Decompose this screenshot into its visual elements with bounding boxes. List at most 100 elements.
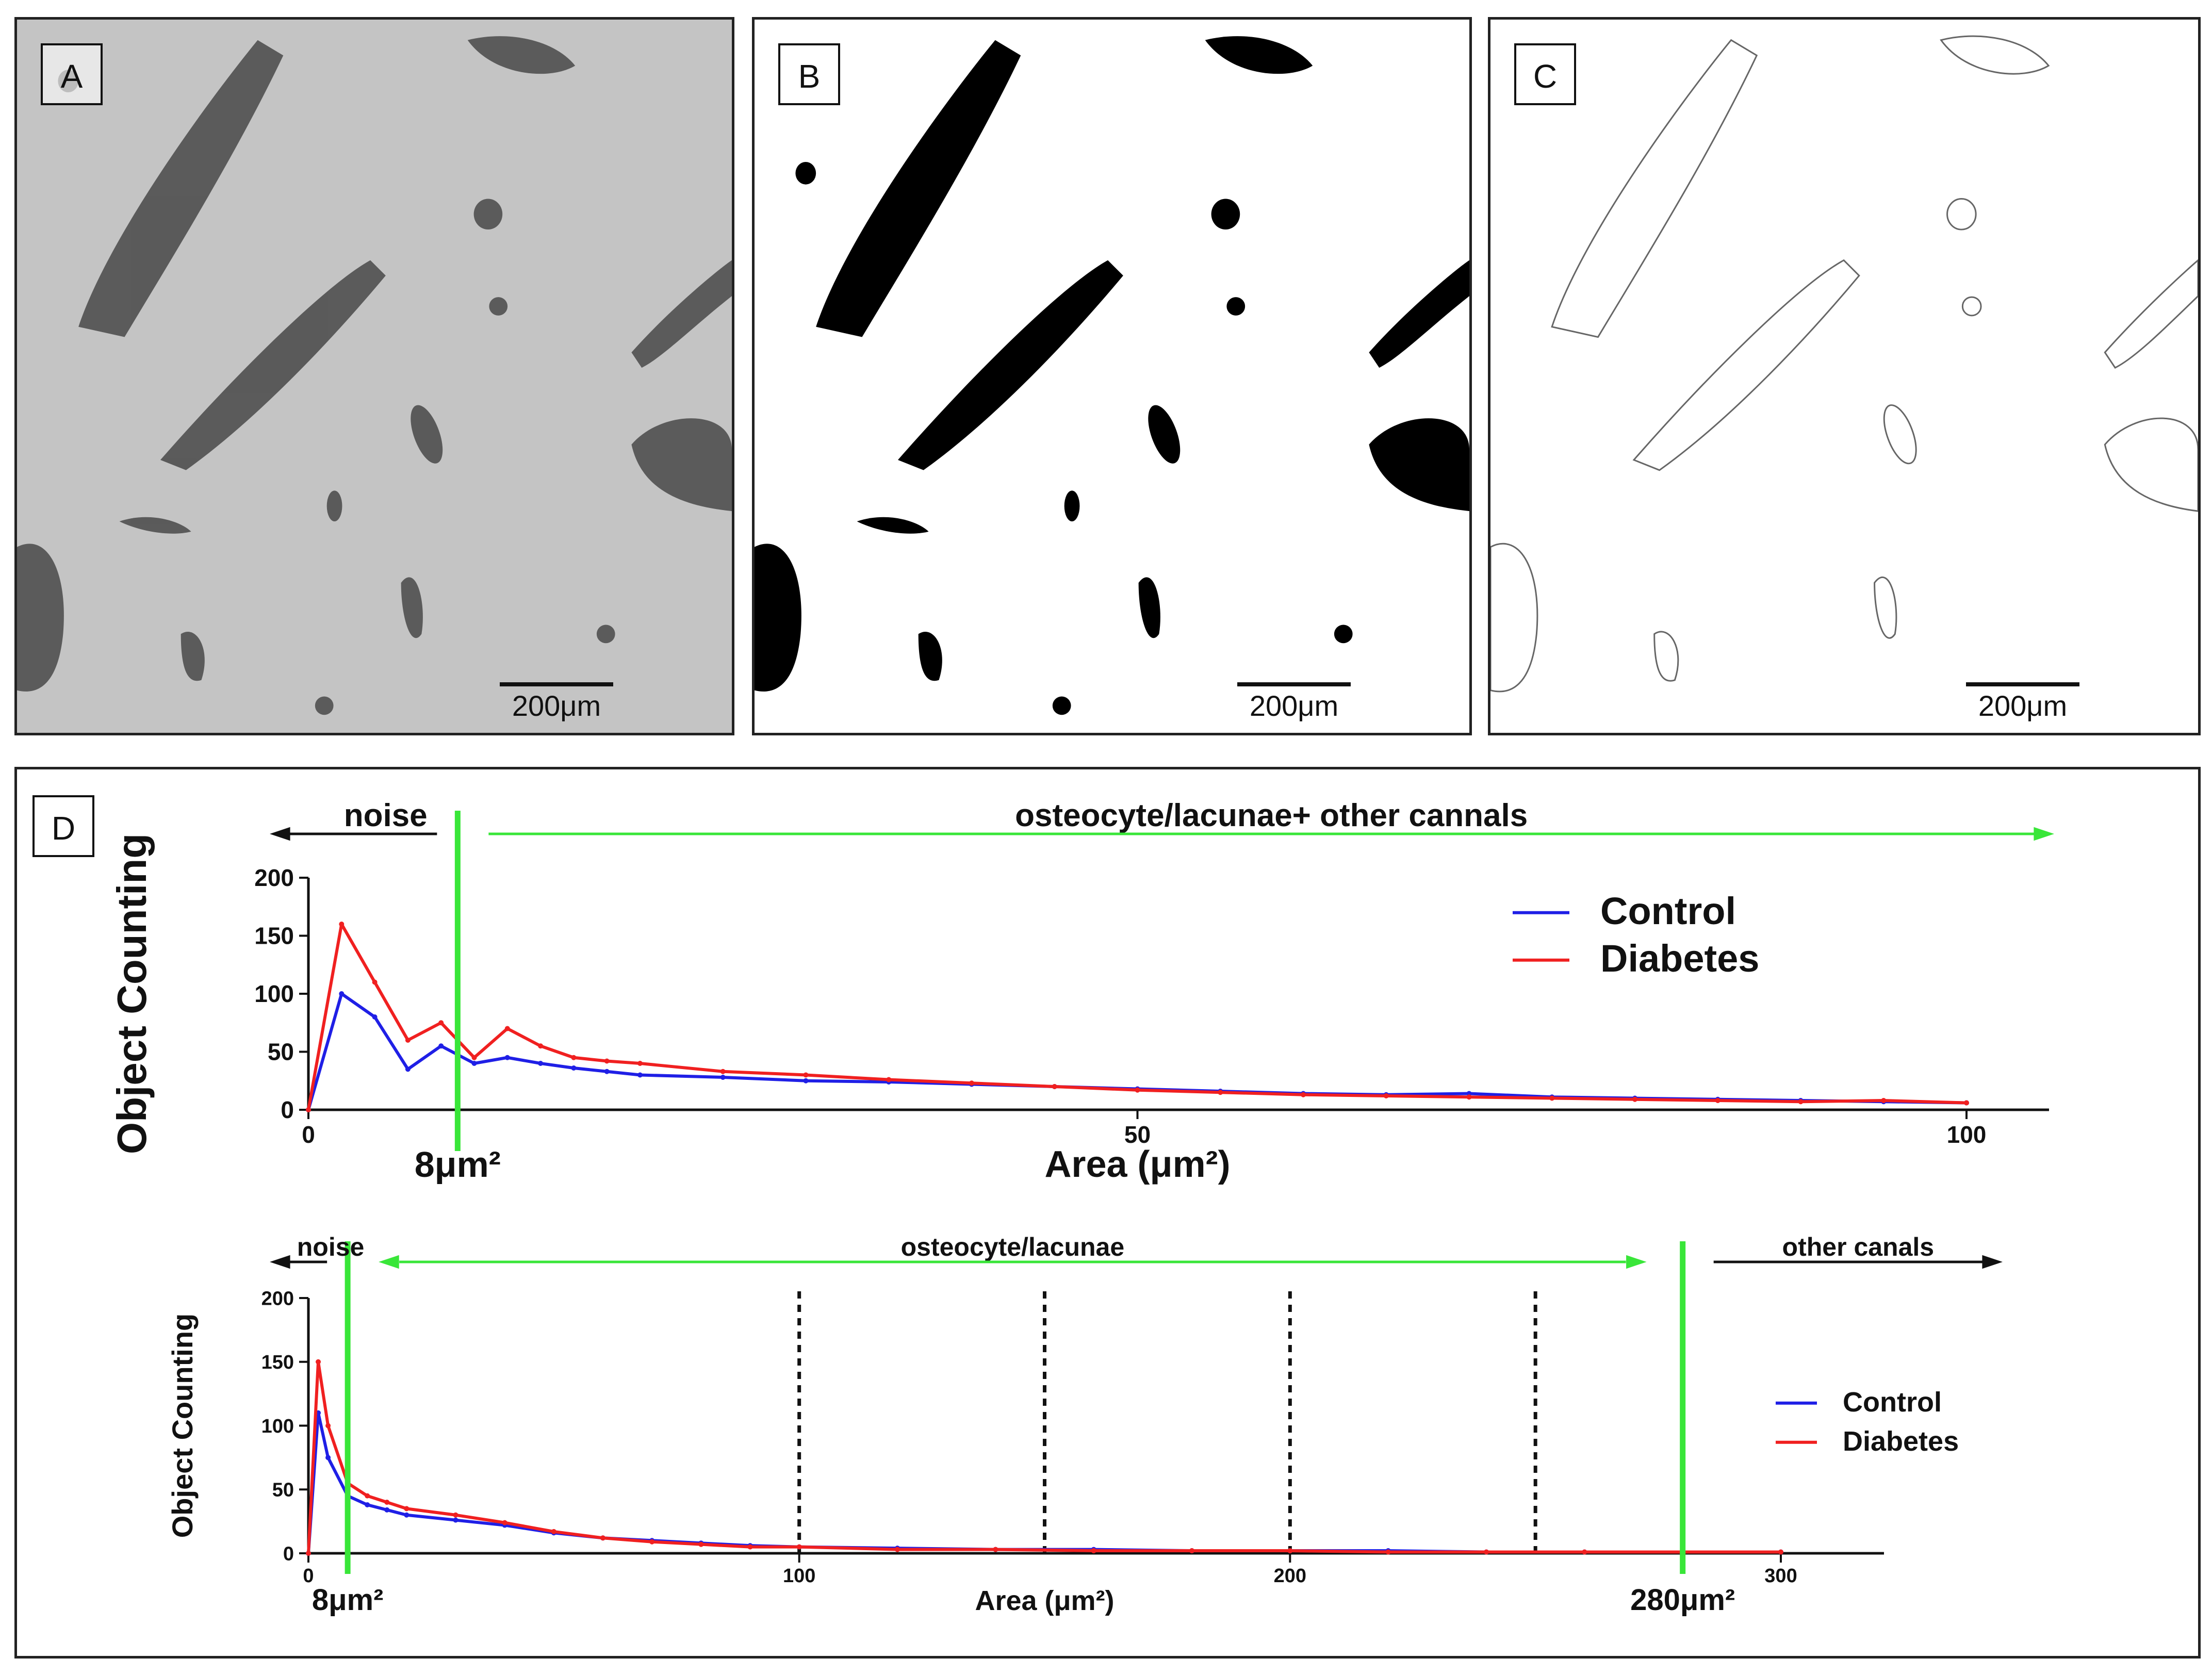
x-tick-label: 0 xyxy=(302,1121,315,1148)
data-point-diabetes xyxy=(886,1077,892,1082)
data-point-control xyxy=(438,1043,444,1049)
y-axis-label: Object Counting xyxy=(166,1313,199,1538)
data-point-diabetes xyxy=(365,1493,370,1499)
scale-bar xyxy=(500,682,613,686)
data-point-diabetes xyxy=(1301,1092,1306,1097)
micrograph-image xyxy=(17,20,732,733)
data-point-control xyxy=(538,1061,544,1066)
y-tick-label: 150 xyxy=(254,923,294,949)
threshold-label: 8μm² xyxy=(415,1144,501,1185)
data-point-diabetes xyxy=(339,922,345,927)
data-point-diabetes xyxy=(747,1544,753,1550)
region-label-noise: noise xyxy=(297,1233,365,1261)
data-point-control xyxy=(571,1065,577,1071)
data-point-diabetes xyxy=(698,1541,704,1547)
data-point-diabetes xyxy=(571,1055,577,1060)
legend-label-control: Control xyxy=(1843,1387,1942,1418)
panel-d-charts: 0 50 100 150 200 0 50 100 Area (μm²) Object Count… xyxy=(14,767,2201,1658)
data-point-diabetes xyxy=(1218,1090,1223,1095)
data-point-diabetes xyxy=(1778,1549,1783,1555)
data-point-diabetes xyxy=(1287,1548,1293,1554)
data-point-diabetes xyxy=(404,1506,409,1512)
data-point-diabetes xyxy=(1715,1098,1721,1103)
region-label-osteocyte-lacunae: osteocyte/lacunae xyxy=(901,1233,1125,1261)
data-point-control xyxy=(453,1517,458,1523)
data-point-control xyxy=(384,1507,390,1513)
data-point-control xyxy=(372,1014,378,1020)
data-point-diabetes xyxy=(1484,1549,1489,1555)
canals-arrow-head xyxy=(1982,1255,2003,1269)
scale-bar xyxy=(1237,682,1351,686)
binary-image xyxy=(755,20,1469,733)
data-point-diabetes xyxy=(471,1055,477,1060)
data-point-control xyxy=(504,1055,510,1060)
y-tick-label: 0 xyxy=(281,1096,294,1123)
data-point-diabetes xyxy=(1798,1099,1804,1105)
panel-b-binary: B 200μm xyxy=(752,17,1472,735)
data-point-control xyxy=(339,991,345,996)
x-tick-label: 300 xyxy=(1764,1565,1797,1587)
panel-c-label: C xyxy=(1514,43,1576,105)
panel-a-label: A xyxy=(41,43,103,105)
data-point-control xyxy=(637,1072,643,1078)
data-point-diabetes xyxy=(969,1080,974,1086)
data-point-diabetes xyxy=(1632,1096,1637,1102)
region-label-other-canals: other canals xyxy=(1782,1233,1935,1261)
data-point-diabetes xyxy=(600,1535,605,1541)
data-point-diabetes xyxy=(1383,1093,1389,1098)
y-tick-label: 100 xyxy=(261,1416,294,1437)
x-tick-label: 0 xyxy=(303,1565,314,1587)
y-axis-label: Object Counting xyxy=(109,833,155,1154)
scale-bar-label: 200μm xyxy=(512,689,601,722)
x-tick-label: 100 xyxy=(783,1565,815,1587)
data-point-diabetes xyxy=(1385,1549,1391,1555)
data-point-diabetes xyxy=(649,1539,655,1545)
data-point-diabetes xyxy=(1582,1549,1587,1555)
data-point-diabetes xyxy=(1091,1548,1096,1554)
x-tick-label: 200 xyxy=(1274,1565,1306,1587)
data-point-diabetes xyxy=(993,1547,998,1552)
threshold-label: 280μm² xyxy=(1630,1583,1735,1617)
data-point-control xyxy=(325,1455,331,1460)
y-tick-label: 100 xyxy=(254,980,294,1007)
data-point-diabetes xyxy=(1549,1095,1555,1101)
scale-bar-label: 200μm xyxy=(1249,689,1339,722)
data-point-diabetes xyxy=(384,1500,390,1505)
data-point-diabetes xyxy=(1466,1094,1472,1100)
y-tick-label: 0 xyxy=(283,1543,294,1565)
y-tick-label: 200 xyxy=(261,1288,294,1309)
y-tick-label: 200 xyxy=(254,864,294,891)
panel-d-label: D xyxy=(32,795,94,857)
x-tick-label: 100 xyxy=(1947,1121,1987,1148)
lacunae-arrow-head-left xyxy=(379,1255,399,1269)
data-point-diabetes xyxy=(637,1061,643,1066)
legend-label-diabetes: Diabetes xyxy=(1843,1426,1959,1457)
y-tick-label: 150 xyxy=(261,1352,294,1373)
data-point-diabetes xyxy=(796,1544,802,1550)
noise-arrow-head xyxy=(270,1255,290,1269)
data-point-diabetes xyxy=(504,1026,510,1031)
region-label-noise: noise xyxy=(344,798,428,833)
data-point-control xyxy=(803,1078,809,1083)
data-point-diabetes xyxy=(551,1529,556,1534)
scale-bar xyxy=(1966,682,2079,686)
data-point-diabetes xyxy=(720,1069,726,1074)
outline-image xyxy=(1490,20,2198,733)
threshold-label: 8μm² xyxy=(312,1583,384,1617)
data-point-diabetes xyxy=(372,979,378,985)
data-point-control xyxy=(365,1502,370,1507)
data-point-diabetes xyxy=(1135,1087,1140,1093)
scale-bar-label: 200μm xyxy=(1978,689,2068,722)
data-point-control xyxy=(405,1066,411,1072)
panel-a-micrograph: A 200μm xyxy=(14,17,734,735)
data-point-diabetes xyxy=(604,1058,610,1064)
data-point-diabetes xyxy=(325,1423,331,1428)
data-point-diabetes xyxy=(316,1359,321,1365)
data-point-diabetes xyxy=(405,1038,411,1043)
data-point-diabetes xyxy=(538,1043,544,1049)
data-point-diabetes xyxy=(1964,1100,1969,1106)
data-point-diabetes xyxy=(1881,1098,1887,1103)
data-point-diabetes xyxy=(803,1072,809,1078)
panel-c-outlines: C 200μm xyxy=(1488,17,2201,735)
data-point-diabetes xyxy=(895,1547,900,1552)
